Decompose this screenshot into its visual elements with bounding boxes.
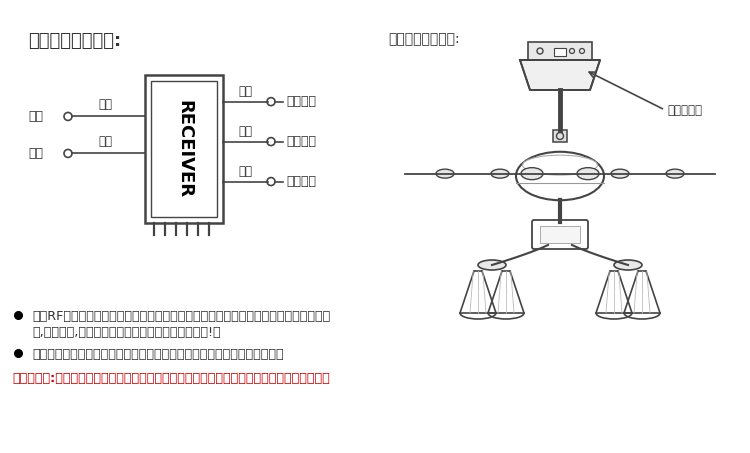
Text: 蓝线: 蓝线 [238, 164, 252, 178]
Text: 白线: 白线 [98, 98, 112, 111]
Ellipse shape [521, 168, 543, 180]
Polygon shape [520, 60, 600, 90]
Text: 风扇零线: 风扇零线 [286, 95, 316, 108]
Bar [554, 48, 566, 56]
Bar [553, 130, 567, 142]
Ellipse shape [436, 169, 454, 178]
Ellipse shape [577, 168, 599, 180]
Text: 白线: 白线 [238, 85, 252, 98]
Ellipse shape [516, 152, 604, 200]
Ellipse shape [611, 169, 629, 178]
Text: 在充许的空间内，可以通过发射器任意角度控制负载工作，不受方向限制。: 在充许的空间内，可以通过发射器任意角度控制负载工作，不受方向限制。 [32, 348, 284, 361]
Text: ！特别注意:如果风扇和灯都带有开关，请将风扇开到最高速并打开灯开关后才进行遥控操作。: ！特别注意:如果风扇和灯都带有开关，请将风扇开到最高速并打开灯开关后才进行遥控操… [12, 372, 330, 385]
Bar [145, 75, 223, 223]
Text: 风扇火线: 风扇火线 [286, 135, 316, 148]
Ellipse shape [523, 155, 598, 175]
Text: 火线: 火线 [28, 147, 43, 160]
Text: 黑线: 黑线 [238, 125, 252, 138]
Text: 黑线: 黑线 [98, 135, 112, 149]
Ellipse shape [614, 260, 642, 270]
Text: （接收器）: （接收器） [667, 103, 702, 116]
Bar [151, 81, 217, 217]
Text: 灯控火线: 灯控火线 [286, 175, 316, 188]
Text: RECEIVER: RECEIVER [175, 100, 193, 198]
Bar [540, 226, 580, 243]
Text: 接收器安装示意图:: 接收器安装示意图: [388, 32, 460, 46]
Text: 采用RF无线数码发射技术，一对一控制，重码率小于百万分之一（背面都贴有相同的编: 采用RF无线数码发射技术，一对一控制，重码率小于百万分之一（背面都贴有相同的编 [32, 310, 330, 323]
FancyBboxPatch shape [532, 220, 588, 249]
Bar [528, 42, 592, 60]
Text: 接收器接线示意图:: 接收器接线示意图: [28, 32, 122, 50]
Text: 零线: 零线 [28, 110, 43, 123]
Ellipse shape [491, 169, 509, 178]
Ellipse shape [478, 260, 506, 270]
Text: 码,如有损坏,发射器和接收器必须同时发回厂家维修!）: 码,如有损坏,发射器和接收器必须同时发回厂家维修!） [32, 326, 220, 339]
Ellipse shape [666, 169, 684, 178]
